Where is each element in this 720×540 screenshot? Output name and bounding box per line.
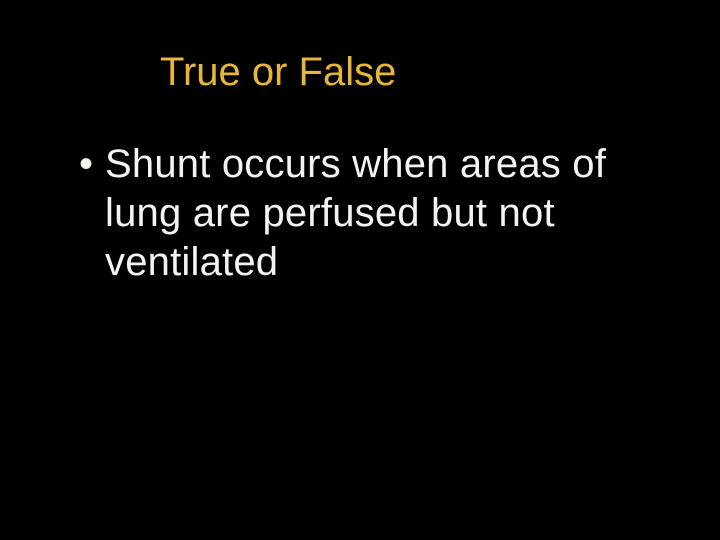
slide: True or False Shunt occurs when areas of… <box>0 0 720 540</box>
bullet-list: Shunt occurs when areas of lung are perf… <box>75 140 670 286</box>
bullet-item: Shunt occurs when areas of lung are perf… <box>75 140 670 286</box>
slide-title: True or False <box>160 50 396 95</box>
